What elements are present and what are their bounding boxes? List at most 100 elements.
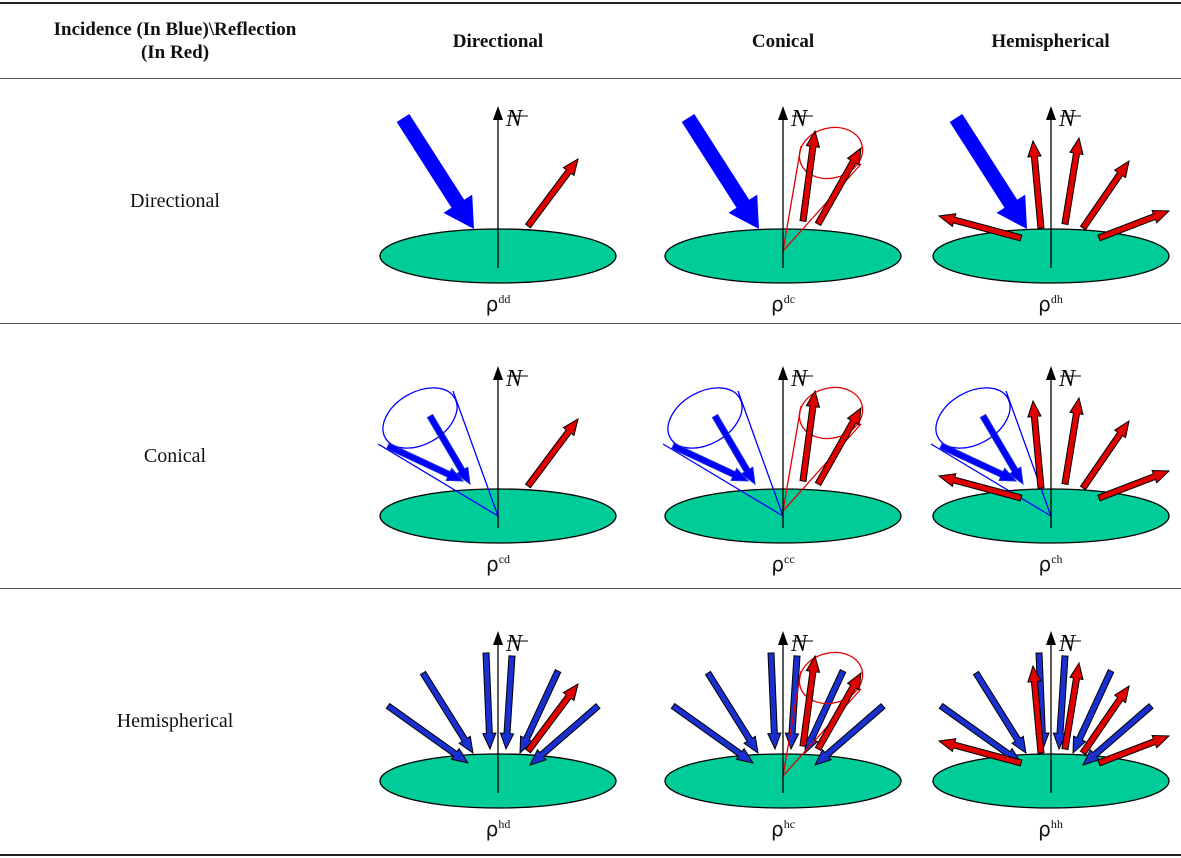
rho-symbol: ρ	[1038, 817, 1051, 841]
arrow	[949, 114, 1027, 229]
arrow	[814, 702, 886, 766]
arrow	[814, 671, 862, 752]
arrow	[1096, 734, 1170, 767]
rays	[681, 114, 864, 254]
arrow	[529, 702, 601, 766]
header-cell: Directional	[350, 4, 646, 78]
normal-head	[778, 106, 788, 120]
rho-superscript: cd	[498, 552, 511, 566]
arrow	[482, 652, 497, 751]
arrow	[1026, 664, 1045, 754]
arrow	[1060, 136, 1084, 226]
diagram: N	[930, 366, 1170, 544]
diagram: N	[377, 366, 617, 544]
rho-superscript: ch	[1051, 552, 1063, 566]
rays	[930, 387, 1170, 518]
rays	[385, 652, 601, 766]
normal-label: N	[1058, 106, 1077, 132]
arrow	[1079, 684, 1130, 756]
arrow	[767, 652, 782, 751]
arrow	[419, 670, 474, 755]
arrow	[804, 669, 847, 755]
header-text: Hemispherical	[991, 30, 1110, 52]
rho-symbol: ρ	[771, 552, 785, 576]
diagram: N	[379, 106, 617, 284]
header-cell: Hemispherical	[920, 4, 1181, 78]
normal-label: N	[790, 106, 809, 132]
rho-label: ρdd	[486, 288, 511, 315]
cone-rim	[798, 651, 864, 705]
rho-symbol: ρ	[485, 292, 499, 316]
header-text: Directional	[452, 30, 544, 52]
arrow	[1026, 139, 1045, 229]
normal-label: N	[790, 631, 809, 657]
rho-symbol: ρ	[770, 292, 784, 316]
arrow	[499, 655, 516, 751]
row-label: Hemispherical	[116, 710, 234, 732]
arrow	[1060, 661, 1084, 751]
arrow	[937, 213, 1022, 242]
header-cell: Incidence (In Blue)\Reflection (In Red)	[0, 4, 350, 78]
cone-rim	[667, 387, 743, 449]
rho-superscript: cc	[784, 552, 795, 566]
arrow	[1079, 419, 1130, 491]
header-cell: Conical	[646, 4, 920, 78]
normal-head	[1045, 106, 1056, 120]
rho-label: ρcc	[771, 548, 794, 575]
arrow	[937, 738, 1022, 767]
rho-symbol: ρ	[485, 552, 499, 576]
arrow	[799, 654, 821, 747]
arrow	[784, 655, 801, 751]
arrow	[1071, 669, 1114, 755]
rays	[937, 114, 1170, 242]
arrow	[519, 669, 562, 755]
arrow	[524, 417, 579, 489]
arrow	[972, 670, 1027, 755]
normal-head	[493, 631, 503, 645]
cone-rim	[382, 387, 458, 449]
rho-label: ρch	[1038, 548, 1062, 575]
normal-label: N	[505, 106, 524, 132]
rays	[662, 386, 864, 518]
diagram: N	[931, 106, 1170, 284]
rho-superscript: dh	[1050, 292, 1063, 306]
arrow	[524, 682, 579, 754]
rho-superscript: hd	[498, 817, 511, 831]
arrow	[814, 146, 862, 227]
normal-head	[1045, 366, 1056, 380]
rho-label: ρhd	[486, 813, 511, 840]
arrow	[426, 413, 471, 486]
arrow	[814, 406, 862, 487]
arrow	[524, 157, 579, 229]
rho-symbol: ρ	[1038, 292, 1051, 316]
cone-rim	[798, 126, 864, 180]
diagram: N	[931, 631, 1170, 809]
arrow	[1096, 209, 1170, 242]
arrow	[704, 670, 759, 755]
diagram: N	[664, 631, 902, 809]
arrow	[799, 129, 821, 222]
normal-label: N	[790, 366, 809, 392]
arrow	[396, 114, 474, 229]
rho-symbol: ρ	[770, 817, 784, 841]
arrow	[1081, 702, 1154, 766]
rho-label: ρhc	[771, 813, 795, 840]
normal-head	[493, 366, 503, 380]
rho-label: ρhh	[1038, 813, 1063, 840]
rho-superscript: dd	[498, 292, 511, 306]
normal-label: N	[505, 366, 524, 392]
normal-head	[493, 106, 503, 120]
normal-head	[778, 631, 788, 645]
arrow	[1026, 399, 1045, 489]
